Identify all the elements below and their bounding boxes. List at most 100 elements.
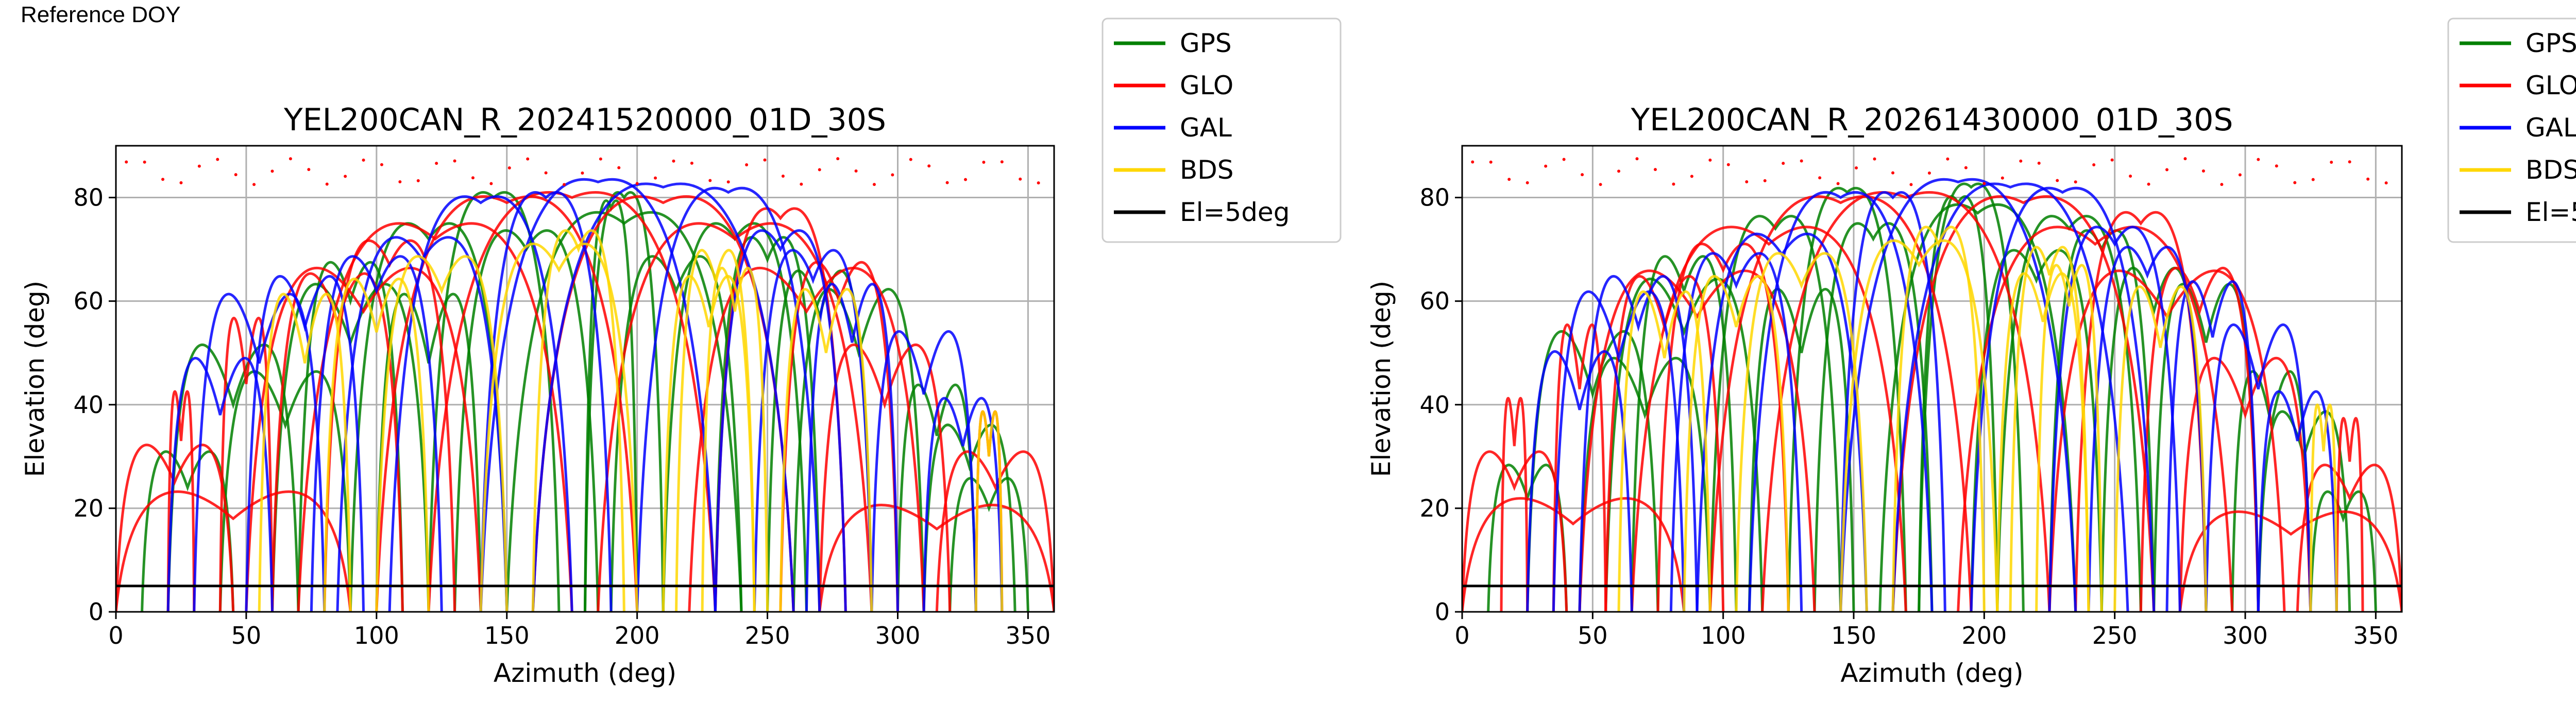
satellite-track (1970, 186, 2156, 612)
satellite-track (1839, 239, 1999, 612)
glo-zenith-point (1726, 163, 1730, 166)
satellite-track (1957, 226, 2234, 612)
satellite-track (1683, 275, 1790, 612)
glo-zenith-point (563, 183, 566, 186)
x-tick-label: 0 (108, 622, 123, 649)
glo-zenith-point (197, 164, 201, 168)
satellite-track (1813, 222, 1934, 612)
glo-zenith-point (526, 157, 530, 161)
satellite-track (1970, 249, 2103, 612)
satellite-track (375, 255, 509, 612)
plot-area (1462, 157, 2402, 612)
x-tick-label: 300 (2223, 622, 2268, 649)
satellite-track (427, 191, 717, 612)
chart-panel-1: 0 50 100 150 200 250 300 350 0 20 40 60 80 YEL200CAN_… (20, 18, 1342, 688)
glo-zenith-point (1873, 157, 1876, 161)
satellite-track (258, 293, 352, 612)
glo-zenith-point (2366, 177, 2370, 181)
satellite-track (2205, 323, 2312, 612)
glo-zenith-point (1891, 171, 1894, 175)
satellite-track (688, 267, 925, 612)
satellite-track (2257, 410, 2351, 612)
satellite-track (2309, 403, 2338, 612)
satellite-track (505, 211, 743, 612)
legend-box (1101, 18, 1342, 243)
glo-zenith-point (234, 173, 238, 177)
satellite-track (662, 275, 756, 612)
glo-zenith-point (2220, 183, 2224, 186)
y-tick-label: 0 (1435, 598, 1450, 626)
satellite-track (1839, 178, 2077, 612)
axes-frame (1461, 145, 2403, 613)
glo-zenith-point (872, 183, 876, 186)
legend-label: GLO (1180, 71, 1233, 100)
glo-zenith-point (2056, 179, 2059, 182)
legend: GPS GLO GAL BDS El=5deg (2447, 18, 2576, 243)
legend-label: GPS (1180, 28, 1232, 58)
satellite-track (1617, 290, 1711, 612)
glo-zenith-point (818, 168, 821, 172)
x-tick-label: 350 (1006, 622, 1051, 649)
glo-zenith-point (1782, 162, 1785, 165)
glo-zenith-point (1471, 160, 1475, 164)
x-tick-label: 250 (2092, 622, 2138, 649)
glo-zenith-point (344, 175, 347, 178)
series-bds (258, 229, 1004, 612)
y-tick-label: 20 (1419, 494, 1450, 522)
x-tick-label: 200 (1961, 622, 2007, 649)
glo-zenith-point (307, 168, 311, 172)
y-tick-label: 40 (1419, 391, 1450, 419)
glo-zenith-point (891, 173, 894, 177)
glo-zenith-point (2275, 164, 2278, 168)
satellite-track (1462, 497, 1686, 612)
glo-zenith-point (672, 159, 675, 163)
glo-zenith-point (2330, 160, 2333, 164)
satellite-track (1748, 191, 1934, 612)
glo-zenith-point (143, 160, 146, 164)
satellite-track (116, 490, 352, 612)
satellite-track (166, 390, 196, 612)
satellite-track (805, 283, 899, 612)
glo-zenith-point (179, 181, 183, 184)
x-tick-label: 50 (231, 622, 262, 649)
satellite-track (531, 229, 625, 612)
legend-label: GAL (1180, 113, 1232, 143)
glo-zenith-point (982, 160, 986, 164)
satellite-track (1708, 215, 1842, 612)
satellite-track (1552, 290, 1686, 612)
satellite-track (675, 249, 756, 612)
glo-zenith-point (471, 176, 474, 180)
y-axis-label: Elevation (deg) (20, 281, 50, 477)
y-tick-label: 80 (1419, 184, 1450, 212)
satellite-track (1761, 191, 2051, 612)
glo-zenith-point (1653, 168, 1657, 172)
glo-zenith-point (289, 157, 292, 161)
glo-zenith-point (1855, 166, 1858, 169)
satellite-track (1604, 278, 1764, 612)
glo-zenith-point (1000, 160, 1004, 164)
glo-zenith-point (1544, 164, 1548, 168)
glo-zenith-point (2311, 178, 2315, 181)
chart-title: YEL200CAN_R_20261430000_01D_30S (1631, 102, 2233, 138)
satellite-track (193, 293, 326, 612)
glo-zenith-point (2257, 158, 2260, 161)
glo-zenith-point (781, 174, 785, 178)
satellite-track (818, 504, 1054, 612)
chart-panel-2: 0 50 100 150 200 250 300 350 0 20 40 60 80 YEL200CAN_… (1366, 18, 2576, 688)
satellite-track (922, 397, 1004, 612)
glo-zenith-point (690, 161, 693, 165)
legend-box (2447, 18, 2576, 243)
satellite-track (2087, 246, 2208, 612)
satellite-track (1500, 397, 1529, 612)
glo-zenith-point (161, 178, 165, 181)
satellite-track (1552, 323, 1607, 612)
glo-zenith-point (1745, 180, 1749, 183)
satellite-track (2178, 510, 2402, 612)
glo-zenith-point (416, 179, 420, 182)
glo-zenith-point (398, 180, 402, 183)
satellite-track (479, 243, 639, 612)
satellite-track (1996, 272, 2090, 612)
glo-zenith-point (1836, 182, 1840, 185)
satellite-track (388, 195, 573, 612)
